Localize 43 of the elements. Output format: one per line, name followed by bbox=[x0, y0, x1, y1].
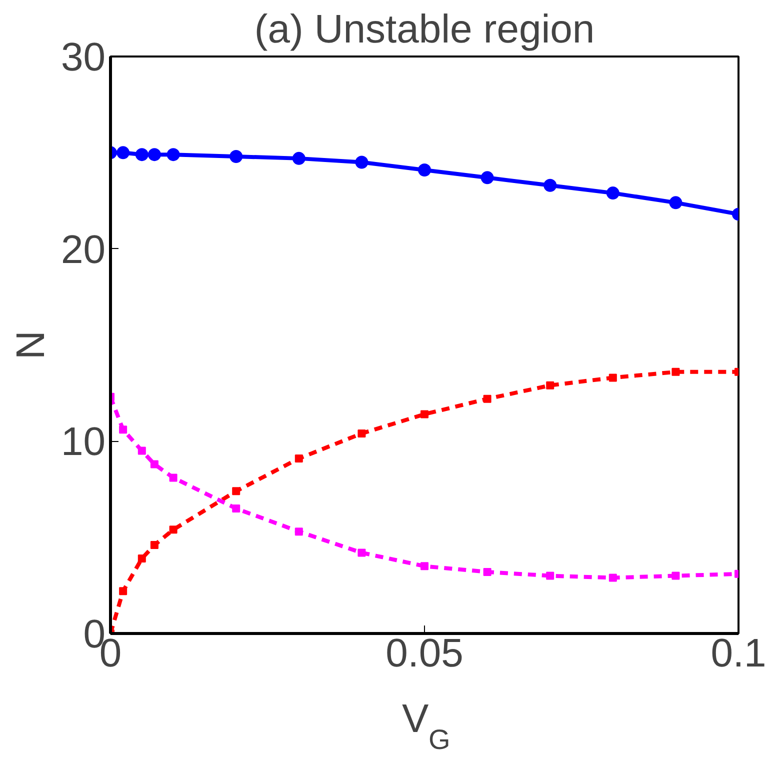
point bbox=[232, 487, 240, 496]
point bbox=[672, 572, 680, 580]
x-tick-label: 0.05 bbox=[386, 632, 464, 676]
point bbox=[420, 410, 428, 418]
point bbox=[608, 374, 617, 382]
point bbox=[150, 541, 158, 550]
point bbox=[294, 454, 303, 462]
point bbox=[230, 150, 243, 163]
point bbox=[294, 528, 303, 536]
point bbox=[358, 548, 366, 557]
point bbox=[420, 562, 428, 570]
point bbox=[116, 146, 130, 160]
point bbox=[546, 572, 554, 580]
point bbox=[138, 446, 146, 455]
y-tick-label: 20 bbox=[61, 228, 106, 272]
point bbox=[135, 148, 148, 162]
point bbox=[119, 587, 128, 596]
y-axis-title: N bbox=[9, 330, 54, 360]
point bbox=[138, 554, 146, 562]
y-tick-label: 30 bbox=[61, 36, 106, 80]
point bbox=[150, 460, 158, 468]
chart-title: (a) Unstable region bbox=[254, 8, 595, 52]
point bbox=[232, 504, 240, 512]
point bbox=[169, 526, 178, 534]
point bbox=[119, 426, 128, 434]
point bbox=[672, 368, 680, 376]
point bbox=[483, 394, 492, 403]
point bbox=[355, 156, 368, 169]
point bbox=[606, 186, 620, 200]
x-tick-label: 0.1 bbox=[710, 632, 766, 676]
point bbox=[483, 568, 492, 576]
y-tick-label: 10 bbox=[61, 420, 106, 464]
point bbox=[166, 148, 180, 162]
point bbox=[480, 171, 494, 184]
point bbox=[418, 163, 431, 176]
point bbox=[358, 429, 366, 438]
point bbox=[546, 381, 554, 390]
point bbox=[669, 196, 682, 210]
point bbox=[169, 474, 178, 482]
point bbox=[292, 152, 306, 165]
point bbox=[148, 148, 161, 162]
point bbox=[608, 574, 617, 582]
point bbox=[544, 178, 557, 192]
